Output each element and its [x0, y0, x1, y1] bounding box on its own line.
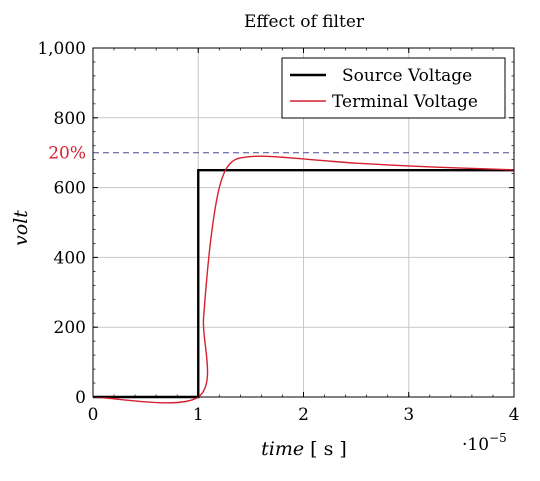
x-axis-unit: [ s ] — [310, 438, 347, 460]
y-tick-label: 0 — [75, 388, 86, 408]
x-tick-label: 1 — [193, 405, 204, 425]
y-axis-label: volt — [10, 210, 32, 246]
y-tick-label: 1,000 — [37, 39, 86, 59]
x-axis-label-name: time — [261, 438, 304, 460]
reference-line-label: 20% — [48, 144, 86, 164]
legend-label: Terminal Voltage — [332, 92, 478, 112]
x-axis-exponent: ·10−5 — [462, 431, 507, 455]
y-tick-label: 400 — [54, 248, 86, 268]
y-tick-label: 800 — [54, 109, 86, 129]
x-exponent-power: −5 — [489, 431, 507, 445]
y-tick-label: 200 — [54, 318, 86, 338]
x-exponent-base: ·10 — [462, 435, 489, 455]
x-tick-label: 2 — [298, 405, 309, 425]
x-axis-label: time [ s ] — [261, 438, 347, 460]
legend: Source Voltage Terminal Voltage — [281, 57, 506, 119]
legend-label: Source Voltage — [342, 66, 472, 86]
y-tick-label: 600 — [54, 179, 86, 199]
x-tick-label: 3 — [403, 405, 414, 425]
legend-box — [281, 57, 506, 119]
tick-labels: 0 1 2 3 4 0 200 400 600 800 1,000 20% — [37, 39, 519, 425]
plot-frame — [92, 47, 515, 398]
x-tick-label: 4 — [509, 405, 520, 425]
series-line-terminal-voltage — [92, 155, 515, 404]
x-tick-label: 0 — [88, 405, 99, 425]
chart-title: Effect of filter — [244, 12, 365, 32]
